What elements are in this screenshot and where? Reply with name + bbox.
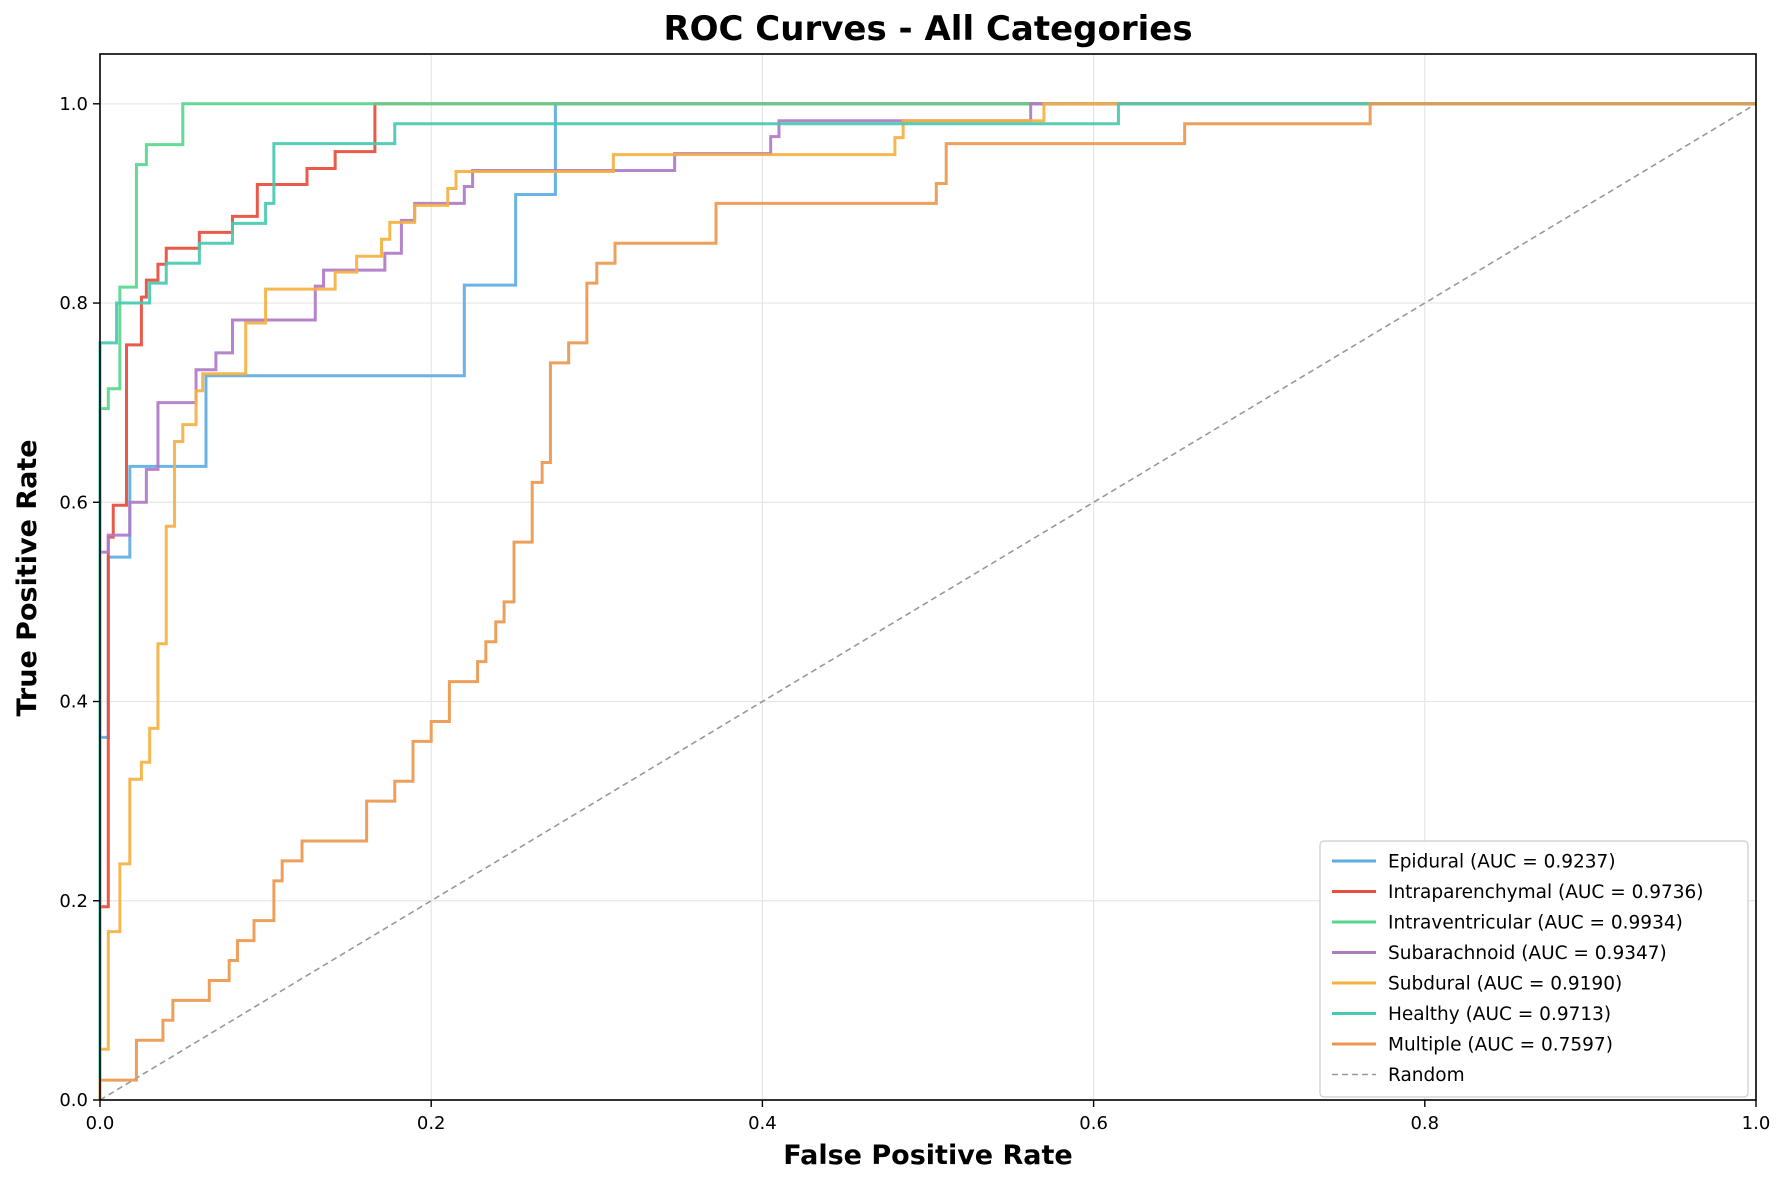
series-layer [98,102,1756,1100]
legend-label: Multiple (AUC = 0.7597) [1388,1035,1613,1056]
y-tick-label: 0.2 [59,891,88,912]
legend-label: Intraparenchymal (AUC = 0.9736) [1388,882,1704,903]
legend-label: Healthy (AUC = 0.9713) [1388,1004,1611,1025]
plot-frame [99,53,1757,1101]
reference-line-layer [99,103,1757,1101]
x-tick-label: 0.0 [86,1113,115,1134]
y-axis-label: True Positive Rate [12,439,43,716]
legend-label: Epidural (AUC = 0.9237) [1388,852,1616,873]
x-tick-label: 0.6 [1079,1113,1108,1134]
legend: Epidural (AUC = 0.9237) Intraparenchymal … [1319,840,1749,1098]
y-tick-label: 0.8 [59,293,88,314]
y-tick-label: 0.4 [59,692,88,713]
y-tick-label: 0.0 [59,1090,88,1111]
series-line-4 [98,102,1756,1100]
series-line-6 [98,102,1756,1100]
series-line-5 [98,102,1756,1100]
y-axis-ticks: 0.0 0.2 0.4 0.6 0.8 1.0 [59,94,100,1111]
x-tick-label: 0.8 [1410,1113,1439,1134]
y-tick-label: 0.6 [59,492,88,513]
legend-label: Random [1388,1065,1465,1086]
series-line-1 [98,102,1756,1100]
legend-label: Subarachnoid (AUC = 0.9347) [1388,943,1667,964]
x-axis-label: False Positive Rate [783,1140,1073,1171]
x-axis-ticks: 0.0 0.2 0.4 0.6 0.8 1.0 [86,1100,1771,1134]
chart-title: ROC Curves - All Categories [663,9,1192,49]
legend-box [1319,840,1749,1098]
series-line-2 [98,102,1756,1100]
y-tick-label: 1.0 [59,94,88,115]
series-line-random [99,103,1757,1101]
legend-label: Subdural (AUC = 0.9190) [1388,974,1622,995]
grid-lines [99,54,1757,1101]
x-tick-label: 1.0 [1742,1113,1771,1134]
x-tick-label: 0.4 [748,1113,777,1134]
x-tick-label: 0.2 [417,1113,446,1134]
legend-label: Intraventricular (AUC = 0.9934) [1388,913,1683,934]
